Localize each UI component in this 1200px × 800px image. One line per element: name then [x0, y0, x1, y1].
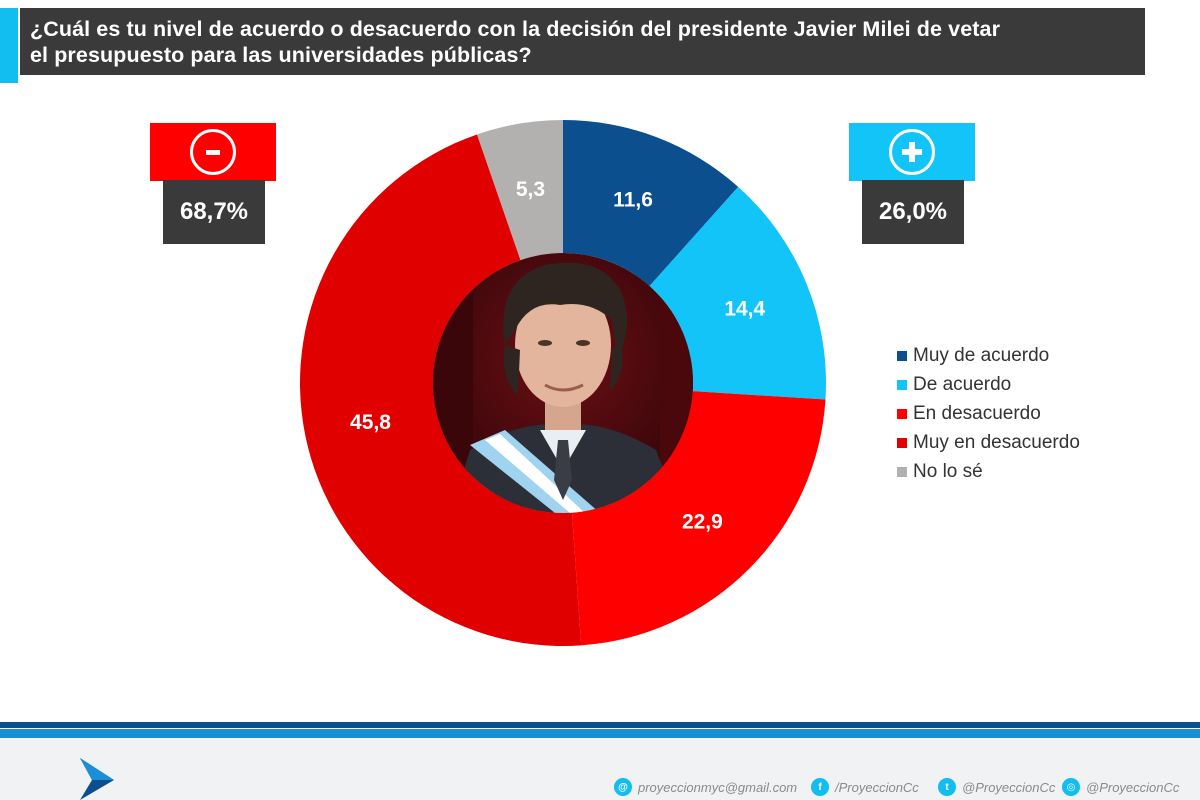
footer: [0, 738, 1200, 800]
legend-label: Muy en desacuerdo: [913, 431, 1080, 453]
agree-total-badge: [849, 123, 975, 181]
instagram-icon: ◎: [1062, 778, 1080, 796]
slice-en-desacuerdo: [571, 391, 826, 646]
chart-legend: Muy de acuerdo De acuerdo En desacuerdo Muy…: [897, 341, 1080, 486]
disagree-total-badge: [150, 123, 276, 181]
minus-icon: [190, 129, 236, 175]
legend-item-muy-en-desacuerdo: Muy en desacuerdo: [897, 428, 1080, 457]
legend-swatch: [897, 437, 907, 448]
legend-item-de-acuerdo: De acuerdo: [897, 370, 1080, 399]
chart-title-line-1: ¿Cuál es tu nivel de acuerdo o desacuerd…: [30, 17, 1001, 41]
donut-chart: 11,6 14,4 22,9 45,8 5,3: [300, 120, 826, 646]
footer-instagram-text: @ProyeccionCc: [1086, 779, 1180, 795]
data-label-en-desacuerdo: 22,9: [682, 511, 723, 534]
agree-total-value: 26,0%: [862, 180, 964, 244]
footer-stripe-light: [0, 729, 1200, 738]
email-icon: @: [614, 778, 632, 796]
footer-email[interactable]: @ proyeccionmyc@gmail.com: [614, 778, 797, 796]
legend-label: En desacuerdo: [913, 402, 1041, 424]
legend-item-muy-de-acuerdo: Muy de acuerdo: [897, 341, 1080, 370]
title-accent-bar: [0, 8, 18, 83]
disagree-total-value: 68,7%: [163, 180, 265, 244]
data-label-muy-en-desacuerdo: 45,8: [350, 411, 391, 434]
data-label-muy-de-acuerdo: 11,6: [613, 188, 653, 211]
chart-title-line-2: el presupuesto para las universidades pú…: [30, 43, 532, 67]
footer-email-text: proyeccionmyc@gmail.com: [638, 779, 798, 795]
slice-muy-en-desacuerdo: [300, 134, 582, 646]
slice-no-lo-se: [477, 120, 563, 261]
twitter-icon: t: [938, 778, 956, 796]
legend-label: No lo sé: [913, 460, 983, 482]
footer-facebook-text: /ProyeccionCc: [835, 779, 919, 795]
footer-twitter-text: @ProyeccionCc: [962, 779, 1056, 795]
legend-label: De acuerdo: [913, 373, 1012, 395]
plus-icon: [889, 129, 935, 175]
title-bar: ¿Cuál es tu nivel de acuerdo o desacuerd…: [20, 8, 1145, 75]
footer-stripe-dark: [0, 722, 1200, 728]
legend-swatch: [897, 350, 907, 361]
portrait-photo: [433, 253, 693, 513]
chart-title: ¿Cuál es tu nivel de acuerdo o desacuerd…: [30, 16, 1130, 68]
legend-swatch: [897, 408, 907, 419]
footer-facebook[interactable]: f /ProyeccionCc: [811, 778, 919, 796]
legend-item-en-desacuerdo: En desacuerdo: [897, 399, 1080, 428]
slice-muy-de-acuerdo: [563, 120, 739, 287]
arrow-logo-icon: [80, 758, 114, 800]
legend-swatch: [897, 379, 907, 390]
legend-item-no-lo-se: No lo sé: [897, 457, 1080, 486]
legend-label: Muy de acuerdo: [913, 344, 1050, 366]
footer-twitter[interactable]: t @ProyeccionCc: [938, 778, 1055, 796]
legend-swatch: [897, 466, 907, 477]
slice-de-acuerdo: [649, 186, 826, 400]
data-label-de-acuerdo: 14,4: [724, 297, 765, 320]
footer-instagram[interactable]: ◎ @ProyeccionCc: [1062, 778, 1179, 796]
facebook-icon: f: [811, 778, 829, 796]
data-label-no-lo-se: 5,3: [516, 178, 545, 201]
